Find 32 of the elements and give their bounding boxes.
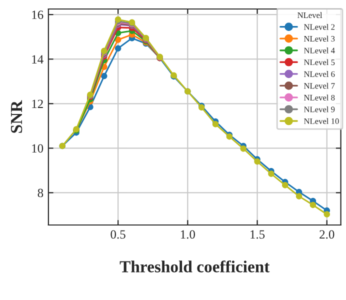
legend-label: NLevel 4 [304, 48, 335, 54]
legend-label: NLevel 6 [304, 71, 335, 77]
legend-label: NLevel 2 [304, 24, 335, 30]
y-tick-label: 14 [32, 55, 44, 64]
point [212, 121, 219, 128]
legend-label: NLevel 7 [304, 82, 335, 89]
point [114, 45, 122, 52]
point [240, 145, 246, 152]
x-tick-label: 1.0 [180, 230, 195, 239]
point [254, 158, 260, 165]
point [296, 193, 302, 200]
y-tick-label: 12 [32, 100, 43, 108]
x-axis-title: Threshold coefficient [120, 260, 270, 272]
legend-label: NLevel 8 [304, 94, 335, 100]
point [114, 36, 122, 43]
legend-label: NLevel 9 [304, 106, 335, 112]
legend-label: NLevel 5 [304, 59, 335, 66]
y-tick-label: 16 [32, 10, 44, 20]
point [268, 170, 274, 177]
point [310, 202, 316, 208]
x-tick-label: 1.5 [250, 230, 265, 239]
point [324, 211, 330, 218]
legend-label: NLevel 10 [304, 118, 339, 124]
point [101, 72, 108, 80]
legend-title: NLevel [298, 12, 322, 18]
y-tick-label: 8 [38, 188, 44, 198]
y-axis-title: SNR [10, 100, 22, 133]
x-tick-label: 2.0 [320, 230, 334, 239]
y-tick-label: 10 [32, 144, 44, 153]
x-tick-label: 0.5 [110, 230, 126, 239]
legend-label: NLevel 3 [304, 36, 335, 42]
point [282, 182, 288, 188]
